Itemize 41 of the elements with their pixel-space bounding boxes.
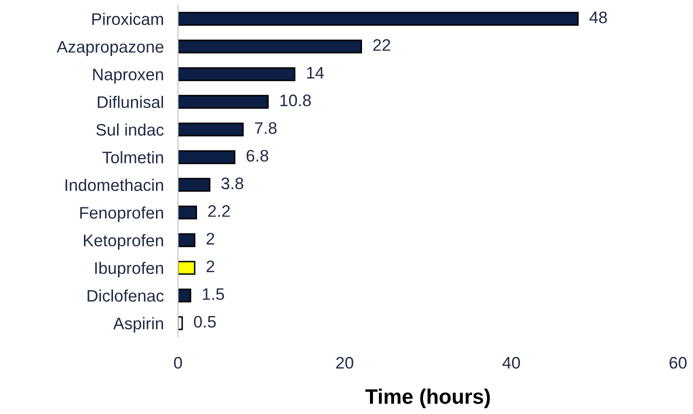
data-label: 14	[307, 67, 324, 78]
y-tick-label: Ibuprofen	[95, 262, 164, 278]
y-tick-label: Indomethacin	[66, 178, 164, 192]
data-label: 1.5	[202, 288, 224, 300]
bar	[178, 233, 196, 248]
bar	[178, 150, 236, 164]
data-label: 2	[206, 260, 214, 272]
y-tick-label: Azapropazone	[56, 41, 164, 56]
y-tick-label: Diflunisal	[98, 96, 163, 108]
x-tick-label: 0	[174, 356, 182, 369]
bar	[178, 316, 183, 330]
y-tick-label: Sul indac	[96, 123, 164, 136]
bar	[178, 178, 210, 192]
bar	[178, 260, 196, 275]
y-tick-label: Ketoprofen	[84, 234, 164, 250]
y-tick-label: Aspirin	[113, 317, 164, 333]
data-label: 22	[373, 39, 390, 51]
data-label: 2	[206, 232, 214, 244]
data-label: 3.8	[221, 178, 244, 190]
y-tick-label: Tolmetin	[102, 151, 164, 164]
data-label: 6.8	[246, 150, 268, 162]
bar	[178, 40, 362, 54]
y-tick-label: Fenoprofen	[80, 206, 164, 222]
x-axis-title: Time (hours)	[365, 388, 490, 408]
data-label: 0.5	[194, 316, 216, 328]
bar	[178, 288, 192, 302]
x-tick-label: 20	[336, 356, 354, 369]
y-tick-label: Piroxicam	[92, 12, 164, 26]
data-label: 2.2	[208, 205, 230, 217]
bar	[178, 67, 296, 82]
y-tick-label: Naproxen	[93, 68, 164, 84]
data-label: 10.8	[280, 94, 311, 106]
data-label: 7.8	[254, 122, 277, 134]
x-tick-label: 60	[670, 356, 687, 369]
y-tick-label: Diclofenac	[88, 289, 164, 302]
bar	[178, 122, 244, 136]
bar	[178, 12, 579, 26]
data-label: 48	[589, 12, 607, 24]
x-tick-label: 40	[502, 356, 520, 369]
bar	[178, 206, 198, 220]
bar	[178, 94, 269, 109]
